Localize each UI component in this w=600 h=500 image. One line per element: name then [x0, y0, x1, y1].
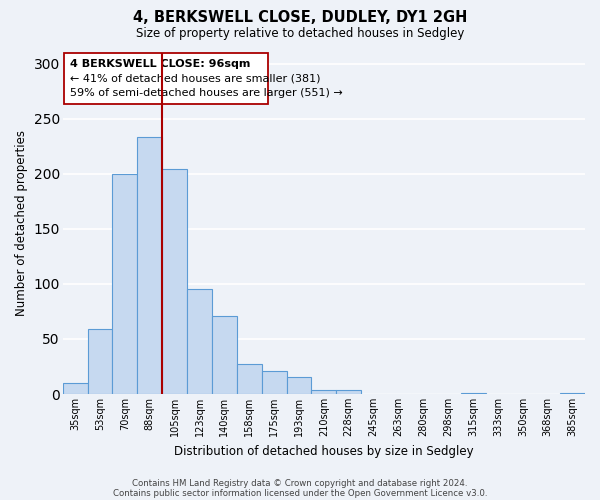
Bar: [336, 390, 361, 394]
FancyBboxPatch shape: [64, 52, 268, 104]
Bar: [262, 371, 287, 394]
Text: ← 41% of detached houses are smaller (381): ← 41% of detached houses are smaller (38…: [70, 74, 320, 84]
Bar: [162, 170, 187, 394]
Y-axis label: Number of detached properties: Number of detached properties: [15, 130, 28, 316]
Text: Contains public sector information licensed under the Open Government Licence v3: Contains public sector information licen…: [113, 488, 487, 498]
Text: 4, BERKSWELL CLOSE, DUDLEY, DY1 2GH: 4, BERKSWELL CLOSE, DUDLEY, DY1 2GH: [133, 10, 467, 25]
Text: 59% of semi-detached houses are larger (551) →: 59% of semi-detached houses are larger (…: [70, 88, 343, 98]
Bar: [560, 393, 585, 394]
Bar: [287, 378, 311, 394]
Bar: [112, 174, 137, 394]
Bar: [311, 390, 336, 394]
Bar: [212, 316, 237, 394]
X-axis label: Distribution of detached houses by size in Sedgley: Distribution of detached houses by size …: [174, 444, 473, 458]
Text: 4 BERKSWELL CLOSE: 96sqm: 4 BERKSWELL CLOSE: 96sqm: [70, 59, 251, 69]
Bar: [88, 329, 112, 394]
Text: Contains HM Land Registry data © Crown copyright and database right 2024.: Contains HM Land Registry data © Crown c…: [132, 478, 468, 488]
Bar: [63, 383, 88, 394]
Bar: [137, 138, 162, 394]
Bar: [187, 290, 212, 394]
Bar: [461, 393, 485, 394]
Text: Size of property relative to detached houses in Sedgley: Size of property relative to detached ho…: [136, 28, 464, 40]
Bar: [237, 364, 262, 394]
